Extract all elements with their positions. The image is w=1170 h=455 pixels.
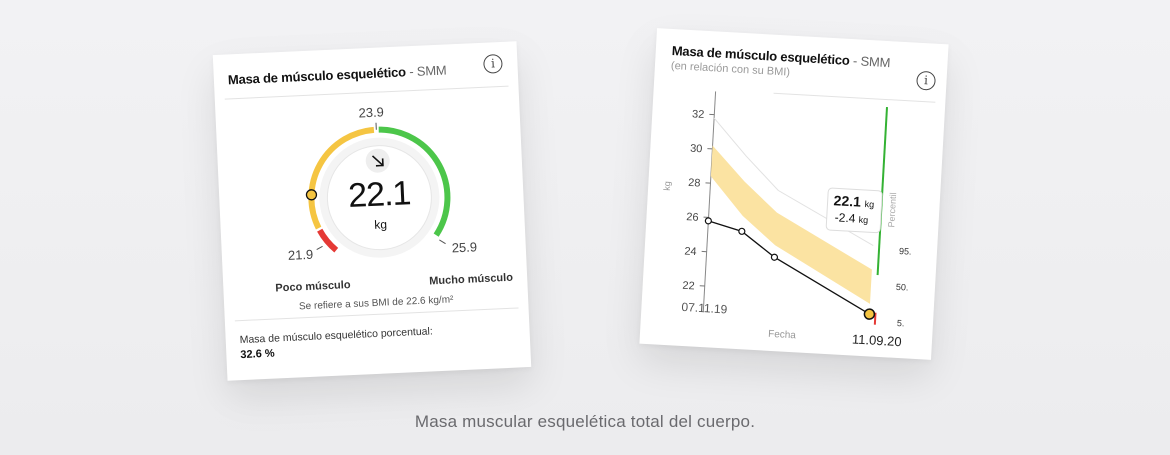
smm-gauge-card: Masa de músculo esquelético - SMM i 23.9… xyxy=(212,41,532,381)
x-axis-title: Fecha xyxy=(767,328,797,342)
gauge-current-marker xyxy=(305,189,318,201)
gauge-right-value: 25.9 xyxy=(451,239,478,256)
series-points xyxy=(704,217,876,320)
gauge-arc-low xyxy=(317,228,339,253)
value-tooltip-box xyxy=(825,187,883,234)
arrow-down-right-icon xyxy=(371,155,384,167)
page-caption: Masa muscular esquelética total del cuer… xyxy=(414,412,756,431)
percentile-low-segment xyxy=(873,312,877,325)
gauge-arc-normal xyxy=(308,126,375,230)
series-point xyxy=(704,217,712,225)
percentile-95: 95. xyxy=(898,245,912,257)
series-point xyxy=(738,227,746,235)
y-tick-label: 28 xyxy=(688,177,701,190)
x-start-label: 07.11.19 xyxy=(681,299,728,317)
y-tick-label: 32 xyxy=(692,108,705,121)
gauge-graphic xyxy=(305,122,451,258)
y-tick-label: 26 xyxy=(686,211,699,224)
y-axis xyxy=(702,91,717,312)
series-current-point xyxy=(863,308,876,320)
gauge-left-tick xyxy=(316,245,323,250)
percentile-scale-line xyxy=(876,106,888,276)
percent-value: 32.6 % xyxy=(240,347,275,362)
series-point xyxy=(770,253,779,261)
gauge-upper-value: 23.9 xyxy=(358,104,385,121)
gauge-left-value: 21.9 xyxy=(287,246,314,263)
gauge-arc-high xyxy=(378,126,451,237)
y-unit-label: kg xyxy=(661,180,673,191)
trend-chart: 32 30 28 26 24 22 xyxy=(682,91,888,325)
percentile-axis-title: Percentil xyxy=(886,192,899,228)
y-tick-label: 30 xyxy=(690,143,703,156)
tooltip-value: 22.1 kg xyxy=(833,192,875,210)
percentile-5: 5. xyxy=(896,317,905,329)
tooltip-delta: -2.4 kg xyxy=(834,210,869,226)
series-line xyxy=(708,220,870,315)
y-tick-label: 22 xyxy=(682,280,695,293)
percentile-50: 50. xyxy=(895,281,909,293)
smm-chart-card: Masa de músculo esquelético - SMM (en re… xyxy=(639,28,949,360)
gauge-value: 22.1 xyxy=(347,174,412,216)
percentile-band xyxy=(710,145,872,304)
gauge-right-tick xyxy=(439,239,446,245)
x-end-label: 11.09.20 xyxy=(851,331,902,350)
y-tick-label: 24 xyxy=(684,245,697,258)
y-axis-ticks: 32 30 28 26 24 22 xyxy=(682,108,715,293)
upper-reference-line xyxy=(713,117,874,246)
gauge-inner-disc xyxy=(326,145,432,251)
